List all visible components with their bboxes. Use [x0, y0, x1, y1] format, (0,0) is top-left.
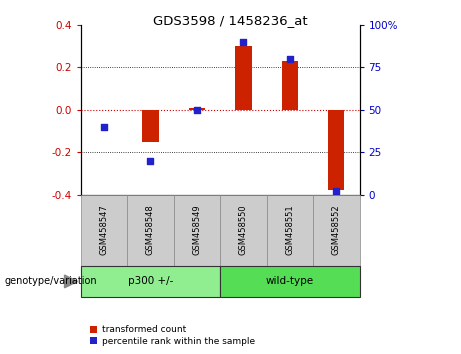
Point	[100, 124, 107, 130]
Point	[333, 188, 340, 194]
Bar	[266, 195, 313, 266]
Text: p300 +/-: p300 +/-	[128, 276, 173, 286]
Bar	[81, 195, 127, 266]
Bar	[282, 61, 298, 110]
Bar	[174, 195, 220, 266]
Point	[286, 56, 294, 62]
Bar	[220, 195, 266, 266]
Bar	[220, 266, 360, 297]
Text: genotype/variation: genotype/variation	[5, 276, 97, 286]
Bar	[127, 195, 174, 266]
Bar	[328, 110, 344, 190]
Bar	[142, 110, 159, 142]
Text: GSM458550: GSM458550	[239, 205, 248, 256]
Text: GSM458547: GSM458547	[100, 205, 108, 256]
Point	[147, 158, 154, 164]
Point	[193, 107, 201, 113]
Point	[240, 39, 247, 45]
Text: GSM458552: GSM458552	[332, 205, 341, 256]
Bar	[235, 46, 252, 110]
Text: GSM458548: GSM458548	[146, 205, 155, 256]
Text: wild-type: wild-type	[266, 276, 314, 286]
Text: GSM458549: GSM458549	[192, 205, 201, 256]
Bar	[313, 195, 360, 266]
Text: GDS3598 / 1458236_at: GDS3598 / 1458236_at	[153, 14, 308, 27]
Legend: transformed count, percentile rank within the sample: transformed count, percentile rank withi…	[90, 325, 254, 346]
Text: GSM458551: GSM458551	[285, 205, 295, 256]
Bar	[189, 108, 205, 110]
Bar	[81, 266, 220, 297]
Polygon shape	[65, 275, 77, 288]
